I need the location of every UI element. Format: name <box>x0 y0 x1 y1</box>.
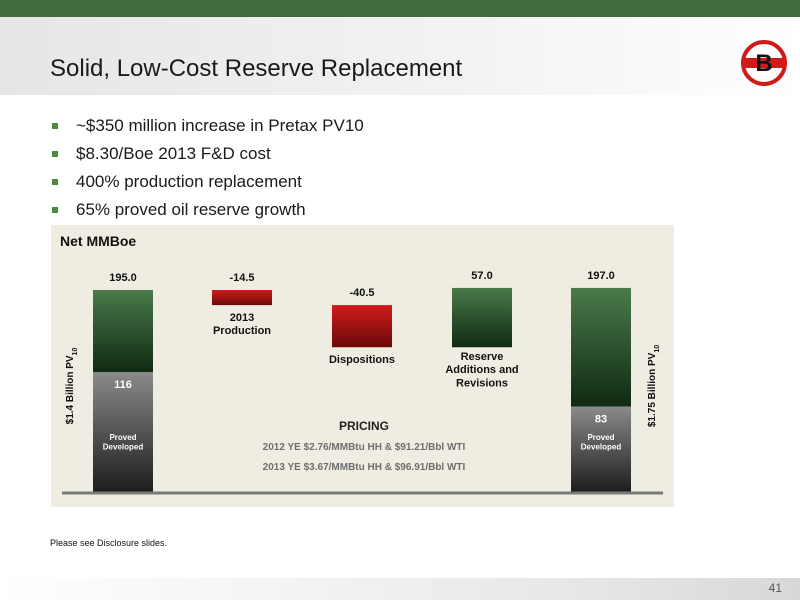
key-points-list: ~$350 million increase in Pretax PV10 $8… <box>50 112 364 224</box>
pricing-line-2013: 2013 YE $3.67/MMBtu HH & $96.91/Bbl WTI <box>263 462 466 473</box>
bullet-text: $8.30/Boe 2013 F&D cost <box>76 144 271 163</box>
proved-developed-label: Proved Developed <box>581 433 622 452</box>
bar-value-label: 57.0 <box>471 270 492 282</box>
slide-title: Solid, Low-Cost Reserve Replacement <box>50 55 463 82</box>
total-bar-undeveloped <box>571 287 631 407</box>
category-label-reserve-additions: Reserve Additions and Revisions <box>445 351 518 389</box>
bar-value-label: -40.5 <box>349 287 374 299</box>
company-logo: B <box>741 40 787 86</box>
pricing-heading: PRICING <box>339 419 389 433</box>
bullet-square-icon <box>52 207 58 213</box>
bullet-text: 65% proved oil reserve growth <box>76 200 306 219</box>
bullet-text: ~$350 million increase in Pretax PV10 <box>76 116 364 135</box>
bar-value-label: 195.0 <box>109 272 137 284</box>
right-pv10-subscript: 10 <box>654 345 661 353</box>
proved-developed-value: 83 <box>595 414 607 426</box>
bullet-item: ~$350 million increase in Pretax PV10 <box>50 112 364 140</box>
bullet-square-icon <box>52 123 58 129</box>
bullet-square-icon <box>52 179 58 185</box>
page-number: 41 <box>768 581 782 595</box>
total-bar-undeveloped <box>93 290 153 373</box>
bullet-item: $8.30/Boe 2013 F&D cost <box>50 140 364 168</box>
bullet-text: 400% production replacement <box>76 172 302 191</box>
right-pv10-text: $1.75 Billion PV <box>647 352 658 427</box>
decrease-bar <box>332 305 392 348</box>
bullet-item: 65% proved oil reserve growth <box>50 196 364 224</box>
left-pv10-text: $1.4 Billion PV <box>65 355 76 424</box>
top-accent-bar <box>0 0 800 17</box>
proved-developed-label: Proved Developed <box>103 433 144 452</box>
decrease-bar <box>212 290 272 306</box>
bullet-item: 400% production replacement <box>50 168 364 196</box>
bar-value-label: 197.0 <box>587 270 615 282</box>
increase-bar <box>452 287 512 348</box>
svg-text:B: B <box>755 50 772 77</box>
disclosure-footnote: Please see Disclosure slides. <box>50 538 168 548</box>
pricing-line-2012: 2012 YE $2.76/MMBtu HH & $91.21/Bbl WTI <box>263 442 466 453</box>
category-label-production: 2013 Production <box>213 312 271 337</box>
header-band <box>0 17 800 95</box>
bar-value-label: -14.5 <box>229 272 254 284</box>
left-pv10-label: $1.4 Billion PV10 <box>65 348 79 425</box>
proved-developed-value: 116 <box>114 379 132 391</box>
left-pv10-subscript: 10 <box>72 348 79 356</box>
bullet-square-icon <box>52 151 58 157</box>
total-bar-proved-developed <box>571 406 631 493</box>
total-bar-proved-developed <box>93 372 153 493</box>
chart-title: Net MMBoe <box>60 233 137 249</box>
chart-panel <box>51 225 674 507</box>
footer-band <box>0 578 800 600</box>
right-pv10-label: $1.75 Billion PV10 <box>647 345 661 427</box>
category-label-dispositions: Dispositions <box>329 354 395 366</box>
